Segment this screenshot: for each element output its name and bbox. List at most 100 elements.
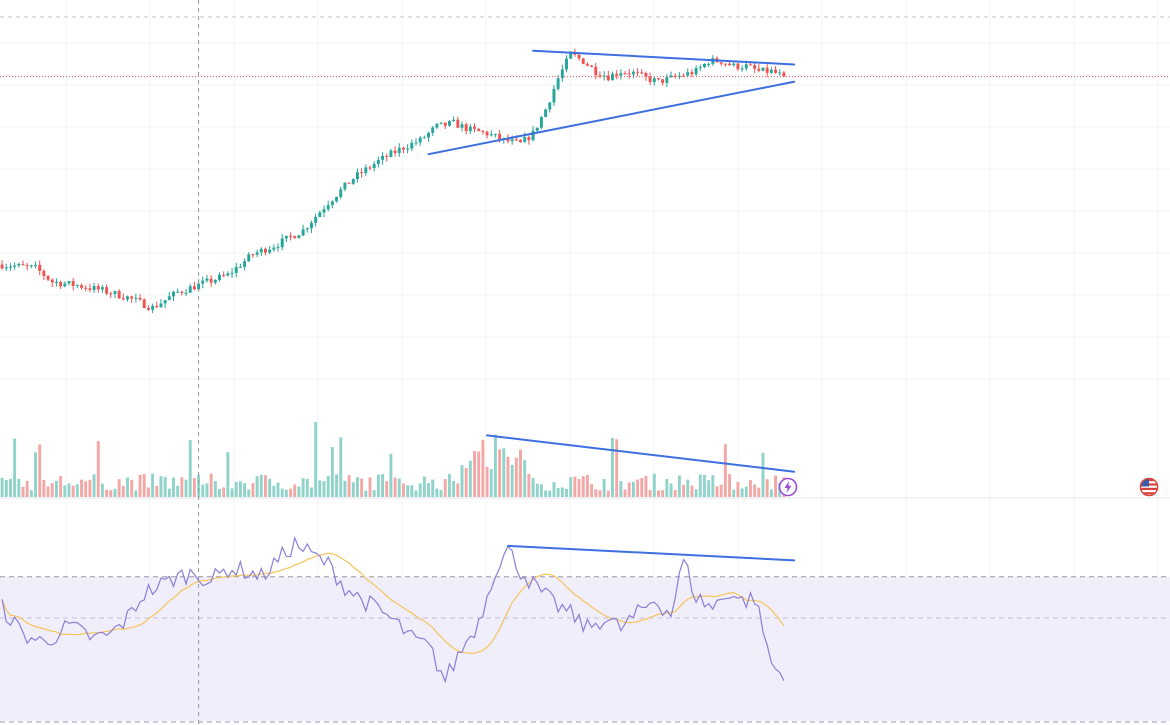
volume-bar (669, 483, 673, 497)
volume-bar (247, 489, 251, 497)
volume-bar (75, 484, 79, 497)
candle (126, 295, 129, 302)
candle-body (280, 238, 284, 248)
candle-body (389, 150, 393, 157)
candle-body (619, 73, 623, 76)
volume-bar (686, 479, 690, 497)
candle-body (247, 254, 251, 262)
volume-bar (439, 489, 443, 497)
us-flag-icon[interactable] (1139, 477, 1159, 497)
candle (615, 70, 619, 80)
volume-bar (314, 421, 318, 497)
volume-bar (602, 478, 606, 497)
volume-bar (289, 488, 293, 497)
candle-body (376, 159, 380, 165)
volume-bar (293, 484, 297, 497)
candle (376, 156, 380, 168)
candle-body (523, 136, 527, 143)
candle-body (322, 209, 326, 213)
candle-body (410, 142, 414, 149)
candle (552, 84, 556, 106)
volume-bar (280, 488, 284, 497)
candle (264, 247, 267, 256)
volume-bar (0, 477, 4, 497)
candle-body (740, 68, 744, 70)
volume-bar (330, 447, 334, 497)
volume-bar (13, 438, 17, 497)
candle (247, 251, 251, 263)
volume-bar (427, 482, 431, 497)
candle (669, 71, 673, 79)
volume-bar (422, 476, 426, 497)
candle-body (188, 286, 192, 293)
candle-body (506, 138, 510, 142)
candle (427, 131, 431, 142)
candle (159, 299, 163, 308)
candle-body (703, 63, 706, 68)
candle-body (774, 69, 778, 73)
candle (631, 69, 635, 79)
candle (627, 69, 631, 79)
candle-body (723, 63, 727, 65)
candle (138, 294, 142, 301)
candle (410, 139, 414, 152)
volume-bar (4, 480, 8, 497)
candle-body (80, 285, 83, 288)
candle-body (335, 196, 339, 202)
volume-bar (71, 485, 75, 497)
candle (268, 246, 272, 255)
volume-bar (63, 485, 67, 497)
candle (619, 69, 623, 80)
volume-bar (184, 479, 188, 497)
candle-body (360, 172, 364, 174)
candle-body (640, 72, 644, 74)
volume-bar (606, 490, 610, 497)
candle-body (67, 281, 71, 284)
candle (314, 213, 318, 227)
volume-bar (238, 481, 242, 497)
candle (176, 288, 180, 294)
trendline-layer[interactable] (427, 49, 796, 562)
candle (326, 200, 330, 212)
candle-body (92, 285, 96, 290)
candle-body (29, 265, 33, 267)
candle-body (736, 63, 740, 70)
volume-bar (740, 488, 744, 497)
candle (782, 71, 786, 77)
volume-bar (322, 481, 326, 497)
candle (698, 64, 702, 72)
candle (142, 298, 146, 309)
volume-bar (590, 484, 594, 497)
candle-body (431, 127, 435, 133)
volume-bar (230, 488, 234, 497)
candle-body (581, 58, 585, 64)
volume-bar (113, 488, 117, 497)
candle-body (0, 264, 4, 269)
candle (218, 272, 221, 282)
candle (422, 135, 426, 139)
volume-bar (355, 477, 359, 497)
candle (84, 285, 88, 292)
candle-body (289, 235, 293, 237)
volume-bar (652, 473, 656, 497)
volume-bar (736, 481, 740, 497)
volume-bar (594, 489, 598, 497)
candle-body (548, 102, 552, 110)
candle (255, 249, 259, 258)
lightning-icon[interactable] (778, 477, 798, 497)
volume-bar (585, 474, 589, 497)
candle-body (531, 130, 535, 141)
candle (703, 63, 706, 69)
volume-bar (50, 483, 54, 497)
candle-body (234, 267, 238, 273)
candle-body (381, 155, 385, 160)
volume-bar (765, 479, 769, 497)
candle-body (535, 127, 539, 131)
candle-body (452, 119, 456, 121)
candle-body (326, 205, 330, 210)
candle (113, 290, 117, 299)
volume-bar (506, 456, 510, 497)
volume-bar (560, 487, 564, 497)
